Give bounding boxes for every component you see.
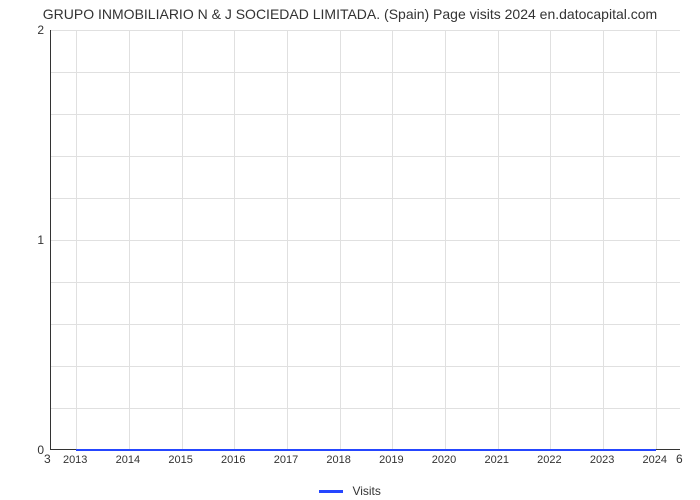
gridline-horizontal xyxy=(51,366,680,367)
x-tick-label: 2017 xyxy=(274,454,298,466)
series-line-segment xyxy=(445,449,498,451)
gridline-vertical xyxy=(129,30,130,449)
chart-title: GRUPO INMOBILIARIO N & J SOCIEDAD LIMITA… xyxy=(0,6,700,22)
gridline-vertical xyxy=(287,30,288,449)
legend-swatch xyxy=(319,490,343,493)
x-tick-label: 2015 xyxy=(168,454,192,466)
gridline-horizontal xyxy=(51,240,680,241)
series-line-segment xyxy=(182,449,235,451)
y-tick-label: 2 xyxy=(4,23,44,37)
series-line-segment xyxy=(603,449,656,451)
series-line-segment xyxy=(76,449,129,451)
gridline-horizontal xyxy=(51,114,680,115)
series-line-segment xyxy=(287,449,340,451)
gridline-horizontal xyxy=(51,282,680,283)
corner-label-bottom-left: 3 xyxy=(44,452,51,466)
legend: Visits xyxy=(0,483,700,498)
y-tick-label: 1 xyxy=(4,233,44,247)
x-tick-label: 2022 xyxy=(537,454,561,466)
x-tick-label: 2024 xyxy=(643,454,667,466)
x-tick-label: 2013 xyxy=(63,454,87,466)
chart-container: GRUPO INMOBILIARIO N & J SOCIEDAD LIMITA… xyxy=(0,0,700,500)
x-tick-label: 2016 xyxy=(221,454,245,466)
x-tick-label: 2023 xyxy=(590,454,614,466)
gridline-vertical xyxy=(76,30,77,449)
legend-label: Visits xyxy=(352,484,380,498)
gridline-horizontal xyxy=(51,408,680,409)
series-line-segment xyxy=(392,449,445,451)
series-line-segment xyxy=(340,449,393,451)
gridline-vertical xyxy=(656,30,657,449)
series-line-segment xyxy=(550,449,603,451)
gridline-vertical xyxy=(234,30,235,449)
y-tick-label: 0 xyxy=(4,443,44,457)
gridline-horizontal xyxy=(51,324,680,325)
gridline-horizontal xyxy=(51,72,680,73)
x-tick-label: 2014 xyxy=(116,454,140,466)
gridline-vertical xyxy=(603,30,604,449)
x-tick-label: 2018 xyxy=(326,454,350,466)
corner-label-bottom-right: 6 xyxy=(676,452,683,466)
gridline-vertical xyxy=(182,30,183,449)
x-tick-label: 2019 xyxy=(379,454,403,466)
series-line-segment xyxy=(234,449,287,451)
x-tick-label: 2020 xyxy=(432,454,456,466)
gridline-vertical xyxy=(550,30,551,449)
series-line-segment xyxy=(129,449,182,451)
gridline-horizontal xyxy=(51,198,680,199)
series-line-segment xyxy=(498,449,551,451)
gridline-vertical xyxy=(498,30,499,449)
gridline-vertical xyxy=(392,30,393,449)
x-tick-label: 2021 xyxy=(484,454,508,466)
gridline-vertical xyxy=(340,30,341,449)
gridline-horizontal xyxy=(51,156,680,157)
gridline-horizontal xyxy=(51,30,680,31)
plot-area xyxy=(50,30,680,450)
gridline-vertical xyxy=(445,30,446,449)
